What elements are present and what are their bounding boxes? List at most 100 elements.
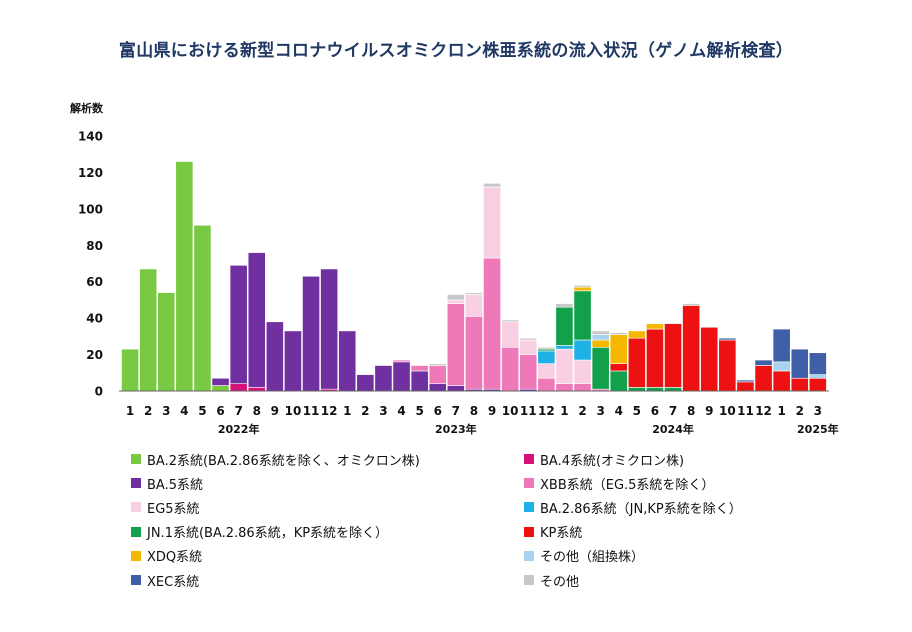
bar-segment-3	[410, 370, 429, 392]
year-label: 2024年	[652, 422, 694, 436]
bar-segment-1	[193, 224, 212, 392]
bar-segment-11	[736, 379, 755, 383]
legend-swatch	[524, 454, 534, 464]
bar-segment-9	[591, 339, 610, 348]
bar-segment-12	[465, 292, 483, 295]
bar-segment-12	[446, 294, 465, 301]
bar-segment-5	[555, 348, 574, 385]
bar-segment-11	[772, 328, 791, 363]
bar-segment-8	[609, 363, 628, 372]
bar-segment-11	[754, 359, 773, 366]
legend-swatch	[131, 575, 141, 585]
legend-label: その他	[540, 574, 580, 590]
bar-segment-4	[446, 303, 465, 386]
x-tick-label: 3	[596, 404, 604, 418]
bar-segment-3	[211, 377, 230, 386]
bar-segment-11	[718, 337, 737, 341]
x-tick-label: 12	[321, 404, 338, 418]
year-label: 2025年	[797, 422, 839, 436]
legend-item: JN.1系統(BA.2.86系統，KP系統を除く）	[131, 522, 388, 542]
legend-item: XBB系統（EG.5系統を除く）	[524, 473, 714, 493]
x-tick-label: 7	[452, 404, 460, 418]
bar-segment-4	[519, 354, 538, 390]
bar-segment-7	[591, 346, 610, 390]
year-label: 2022年	[218, 422, 260, 436]
legend-swatch	[524, 502, 534, 513]
bar-segment-7	[609, 370, 628, 392]
y-tick-label: 20	[86, 348, 103, 362]
x-tick-label: 1	[560, 404, 568, 418]
bar-segment-12	[573, 285, 592, 288]
bar-segment-1	[211, 385, 230, 392]
legend-item: その他（組換株）	[524, 546, 644, 566]
x-tick-label: 9	[271, 404, 279, 418]
bar-segment-3	[284, 330, 302, 392]
bar-segment-5	[446, 299, 465, 304]
bar-segment-7	[573, 290, 592, 341]
y-tick-label: 80	[86, 239, 103, 253]
legend-item: XDQ系統	[131, 546, 202, 566]
x-tick-label: 2	[144, 404, 152, 418]
bar-segment-8	[682, 305, 701, 392]
bar-segment-1	[139, 268, 158, 392]
legend-swatch	[131, 502, 141, 513]
legend-item: EG5系統	[131, 497, 200, 517]
x-tick-label: 6	[651, 404, 659, 418]
bar-segment-8	[772, 370, 791, 392]
x-tick-label: 8	[470, 404, 478, 418]
bar-segment-9	[627, 330, 646, 339]
bar-segment-3	[302, 275, 320, 392]
bar-segment-5	[483, 186, 501, 259]
legend-label: JN.1系統(BA.2.86系統，KP系統を除く）	[147, 526, 389, 542]
legend-item: KP系統	[524, 522, 582, 542]
legend-item: BA.5系統	[131, 473, 203, 493]
legend-item: BA.2系統(BA.2.86系統を除く、オミクロン株)	[131, 449, 420, 469]
x-tick-label: 4	[615, 404, 623, 418]
x-tick-label: 6	[216, 404, 224, 418]
x-tick-label: 11	[303, 404, 320, 418]
y-axis-label: 解析数	[70, 101, 104, 115]
bar-segment-8	[646, 328, 664, 388]
x-tick-label: 7	[669, 404, 677, 418]
x-tick-label: 10	[502, 404, 519, 418]
bar-segment-7	[664, 387, 682, 392]
y-tick-label: 100	[78, 202, 103, 216]
bar-segment-10	[772, 361, 791, 372]
x-tick-label: 3	[162, 404, 170, 418]
bar-segment-10	[808, 374, 827, 379]
x-tick-label: 2	[796, 404, 804, 418]
bar-segment-2	[229, 383, 248, 392]
bar-segment-3	[229, 265, 248, 385]
legend-swatch	[131, 454, 141, 464]
x-tick-label: 2	[578, 404, 586, 418]
bar-segment-7	[646, 387, 664, 392]
x-tick-label: 5	[198, 404, 206, 418]
bar-segment-8	[790, 377, 809, 392]
legend-label: KP系統	[540, 526, 583, 542]
x-tick-label: 11	[737, 404, 754, 418]
legend-label: XDQ系統	[147, 550, 203, 566]
year-label: 2023年	[435, 422, 477, 436]
y-tick-label: 0	[95, 385, 103, 399]
bar-segment-11	[790, 348, 809, 379]
bar-segment-8	[754, 365, 773, 392]
legend-label: XBB系統（EG.5系統を除く）	[540, 477, 715, 493]
bar-segment-3	[265, 321, 284, 392]
x-tick-label: 9	[705, 404, 713, 418]
bar-segment-5	[537, 363, 556, 379]
bar-segment-12	[537, 346, 556, 350]
legend-swatch	[524, 550, 534, 561]
x-tick-label: 1	[343, 404, 351, 418]
bar-segment-12	[591, 330, 610, 335]
x-tick-label: 1	[126, 404, 134, 418]
legend-label: BA.2.86系統（JN,KP系統を除く）	[540, 501, 742, 517]
bar-segment-1	[175, 161, 194, 392]
bar-segment-11	[808, 352, 827, 375]
bar-segment-5	[501, 321, 520, 348]
x-tick-label: 11	[520, 404, 537, 418]
bar-segment-6	[537, 350, 556, 364]
bar-segment-4	[537, 377, 556, 392]
bar-segment-4	[483, 257, 501, 390]
bar-segment-7	[555, 306, 574, 346]
bar-segment-6	[555, 345, 574, 350]
